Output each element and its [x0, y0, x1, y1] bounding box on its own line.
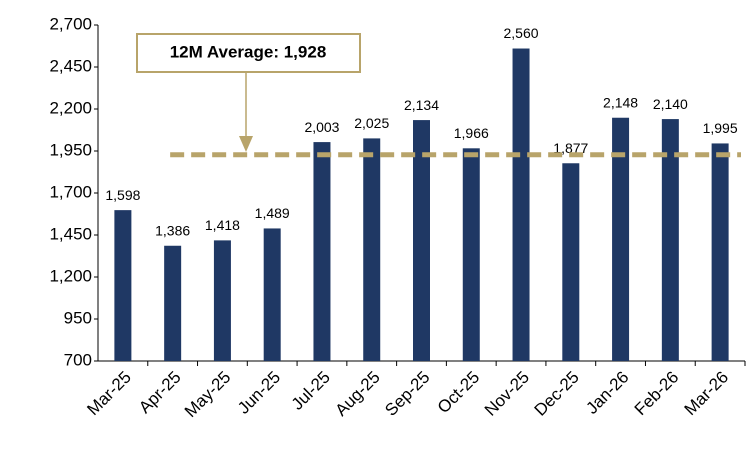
bar — [462, 148, 480, 361]
value-label: 1,598 — [105, 187, 140, 203]
value-label: 2,025 — [354, 115, 389, 131]
y-tick-label: 1,950 — [49, 140, 92, 159]
value-label: 2,140 — [653, 96, 688, 112]
y-tick-label: 950 — [64, 308, 92, 327]
bar — [263, 228, 281, 361]
value-label: 2,134 — [404, 97, 439, 113]
x-tick-label: May-25 — [181, 368, 235, 422]
x-tick-label: Sep-25 — [381, 368, 433, 420]
x-tick-label: Nov-25 — [481, 368, 533, 420]
x-tick-label: Jan-26 — [582, 368, 632, 418]
value-label: 2,148 — [603, 94, 638, 110]
x-tick-label: Mar-26 — [681, 368, 733, 420]
annotation-arrowhead — [239, 136, 253, 152]
annotation-text: 12M Average: 1,928 — [170, 42, 327, 61]
y-tick-label: 2,450 — [49, 56, 92, 75]
bar — [661, 119, 679, 361]
x-tick-label: Jul-25 — [288, 368, 334, 414]
value-label: 2,560 — [504, 25, 539, 41]
y-tick-label: 2,700 — [49, 14, 92, 33]
x-tick-label: Dec-25 — [531, 368, 583, 420]
y-tick-label: 1,700 — [49, 182, 92, 201]
x-tick-label: Apr-25 — [135, 368, 185, 418]
bar — [512, 48, 530, 362]
x-tick-label: Feb-26 — [631, 368, 683, 420]
bar — [363, 138, 381, 361]
x-tick-label: Jun-25 — [234, 368, 284, 418]
bar — [114, 210, 132, 361]
bar — [562, 163, 580, 361]
value-label: 1,877 — [553, 140, 588, 156]
value-label: 1,966 — [454, 125, 489, 141]
bar — [313, 142, 331, 361]
bar — [711, 143, 729, 361]
value-label: 1,995 — [703, 120, 738, 136]
bar — [413, 120, 430, 361]
y-tick-label: 700 — [64, 350, 92, 369]
y-tick-label: 2,200 — [49, 98, 92, 117]
bar — [612, 117, 630, 362]
bar — [164, 245, 182, 361]
annotation-box — [136, 33, 361, 73]
x-tick-label: Aug-25 — [332, 368, 384, 420]
y-tick-label: 1,450 — [49, 224, 92, 243]
y-tick-label: 1,200 — [49, 266, 92, 285]
value-label: 1,489 — [255, 205, 290, 221]
bar — [213, 240, 231, 361]
x-tick-label: Mar-25 — [83, 368, 135, 420]
x-tick-label: Oct-25 — [434, 368, 484, 418]
value-label: 1,418 — [205, 217, 240, 233]
value-label: 1,386 — [155, 222, 190, 238]
value-label: 2,003 — [304, 119, 339, 135]
